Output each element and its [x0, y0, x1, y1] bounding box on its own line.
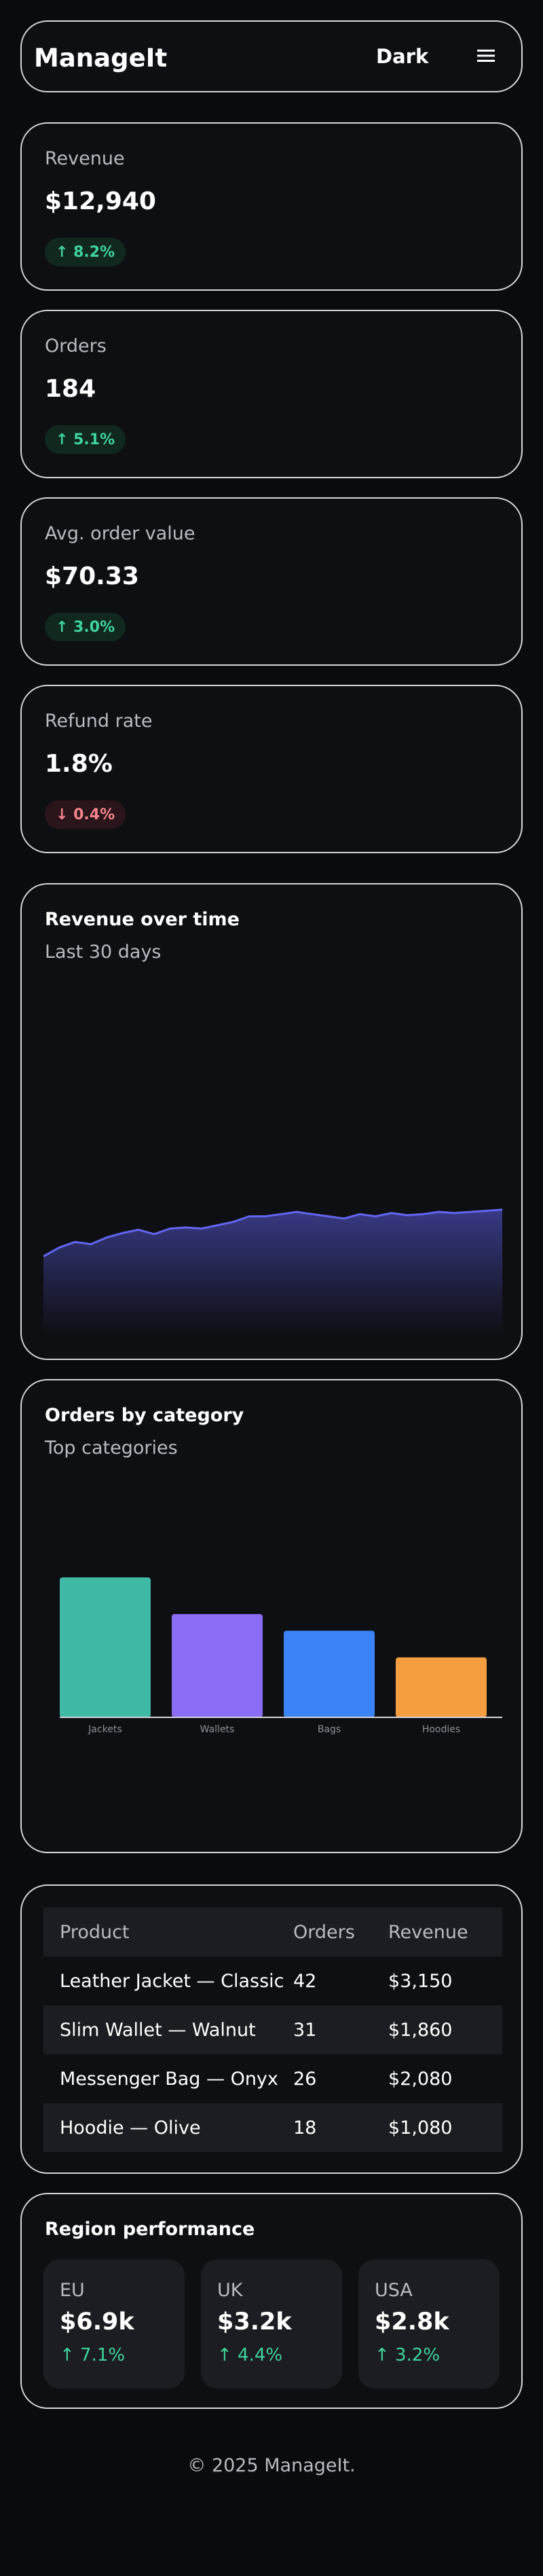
chart-subtitle: Last 30 days — [45, 942, 162, 963]
cell-orders: 26 — [293, 2068, 317, 2090]
revenue-line — [43, 1209, 502, 1257]
kpi-delta-badge: ↑ 3.0% — [45, 613, 126, 641]
kpi-card-refund-rate: Refund rate 1.8% ↓ 0.4% — [20, 685, 523, 853]
cell-product: Leather Jacket — Classic — [60, 1970, 284, 1992]
cell-revenue: $3,150 — [388, 1970, 453, 1992]
chart-title: Revenue over time — [45, 909, 240, 930]
top-navbar: ManageIt Dark — [20, 20, 523, 92]
revenue-area — [43, 1209, 502, 1334]
bar-jackets[interactable] — [60, 1577, 151, 1717]
cell-product: Messenger Bag — Onyx — [60, 2068, 278, 2090]
theme-toggle-button[interactable]: Dark — [376, 45, 429, 68]
cell-product: Slim Wallet — Walnut — [43, 2005, 293, 2054]
region-value: $2.8k — [375, 2308, 449, 2336]
table-row[interactable]: Slim Wallet — Walnut 31 $1,860 — [43, 2005, 502, 2054]
tick-label-jackets: Jackets — [88, 1724, 121, 1735]
kpi-value: 1.8% — [45, 750, 113, 778]
kpi-card-orders: Orders 184 ↑ 5.1% — [20, 310, 523, 478]
region-title: Region performance — [45, 2219, 255, 2240]
cell-revenue: $1,860 — [388, 2005, 502, 2054]
region-name: UK — [217, 2280, 243, 2301]
category-chart-card: Orders by category Top categories Jacket… — [20, 1379, 523, 1853]
kpi-card-avg-order-value: Avg. order value $70.33 ↑ 3.0% — [20, 497, 523, 666]
hamburger-icon[interactable] — [472, 42, 500, 69]
kpi-value: 184 — [45, 375, 96, 403]
chart-title: Orders by category — [45, 1405, 244, 1426]
tick-label-wallets: Wallets — [200, 1724, 235, 1735]
table-row[interactable]: Hoodie — Olive 18 $1,080 — [43, 2103, 502, 2152]
tick-label-hoodies: Hoodies — [422, 1724, 460, 1735]
kpi-value: $70.33 — [45, 562, 139, 590]
kpi-label: Revenue — [45, 148, 125, 169]
kpi-label: Orders — [45, 336, 107, 357]
cell-revenue: $2,080 — [388, 2068, 453, 2090]
cell-orders: 31 — [293, 2005, 388, 2054]
revenue-chart-card: Revenue over time Last 30 days — [20, 883, 523, 1360]
column-header-orders[interactable]: Orders — [293, 1908, 388, 1956]
chart-subtitle: Top categories — [45, 1437, 178, 1459]
kpi-card-revenue: Revenue $12,940 ↑ 8.2% — [20, 122, 523, 291]
region-tile-eu: EU $6.9k ↑ 7.1% — [43, 2259, 185, 2389]
tick-label-bags: Bags — [318, 1724, 341, 1735]
cell-orders: 42 — [293, 1970, 317, 1992]
region-delta: ↑ 3.2% — [375, 2345, 441, 2365]
region-tile-usa: USA $2.8k ↑ 3.2% — [358, 2259, 500, 2389]
table-row[interactable]: Leather Jacket — Classic 42 $3,150 — [43, 1956, 502, 2005]
region-name: USA — [375, 2280, 413, 2301]
cell-orders: 18 — [293, 2103, 388, 2152]
revenue-line-chart — [43, 1209, 502, 1334]
kpi-label: Avg. order value — [45, 523, 195, 544]
bar-hoodies[interactable] — [396, 1657, 487, 1717]
products-table: Product Orders Revenue Leather Jacket — … — [43, 1908, 502, 2152]
cell-product: Hoodie — Olive — [43, 2103, 293, 2152]
region-value: $6.9k — [60, 2308, 134, 2336]
region-tile-uk: UK $3.2k ↑ 4.4% — [201, 2259, 342, 2389]
products-table-card: Product Orders Revenue Leather Jacket — … — [20, 1884, 523, 2174]
brand-logo[interactable]: ManageIt — [34, 43, 168, 73]
kpi-delta-badge: ↑ 8.2% — [45, 238, 126, 266]
column-header-product[interactable]: Product — [43, 1908, 293, 1956]
bar-wallets[interactable] — [172, 1613, 263, 1717]
region-delta: ↑ 4.4% — [217, 2345, 283, 2365]
column-header-revenue[interactable]: Revenue — [388, 1908, 502, 1956]
region-value: $3.2k — [217, 2308, 292, 2336]
kpi-delta-badge: ↑ 5.1% — [45, 425, 126, 454]
cell-revenue: $1,080 — [388, 2103, 502, 2152]
region-delta: ↑ 7.1% — [60, 2345, 126, 2365]
region-performance-card: Region performance EU $6.9k ↑ 7.1% UK $3… — [20, 2193, 523, 2409]
bar-bags[interactable] — [284, 1630, 375, 1717]
kpi-value: $12,940 — [45, 187, 156, 215]
table-header-row: Product Orders Revenue — [43, 1908, 502, 1956]
table-row[interactable]: Messenger Bag — Onyx 26 $2,080 — [43, 2054, 502, 2103]
kpi-label: Refund rate — [45, 711, 153, 732]
kpi-delta-badge: ↓ 0.4% — [45, 800, 126, 829]
region-name: EU — [60, 2280, 85, 2301]
category-bar-chart: Jackets Wallets Bags Hoodies — [60, 1577, 502, 1735]
footer-copyright: © 2025 ManageIt. — [187, 2455, 356, 2476]
